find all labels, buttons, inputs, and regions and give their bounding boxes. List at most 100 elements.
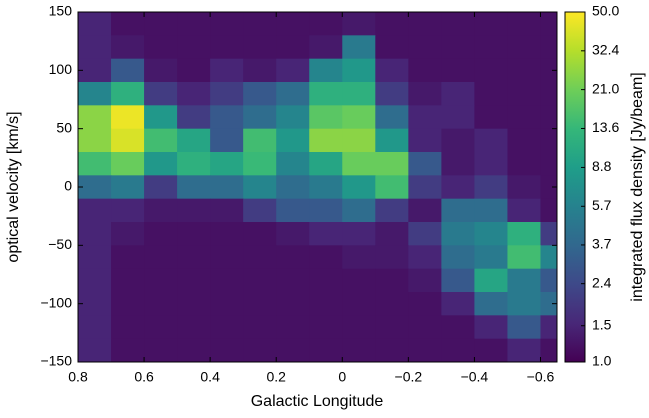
heatmap-cell <box>507 198 541 223</box>
heatmap-cell <box>144 175 178 200</box>
heatmap-cell <box>210 315 244 340</box>
heatmap-cell <box>276 105 310 130</box>
heatmap-cell <box>408 12 442 36</box>
heatmap-cell <box>441 82 475 106</box>
heatmap-cell <box>342 268 376 293</box>
y-tick-label: 100 <box>49 61 73 77</box>
heatmap-cell <box>342 245 376 270</box>
heatmap-cell <box>309 222 343 246</box>
colorbar-tick-label: 1.0 <box>592 353 612 369</box>
heatmap-cell <box>78 12 112 36</box>
heatmap-cell <box>276 222 310 246</box>
heatmap-cell <box>78 128 112 153</box>
heatmap-cell <box>408 315 442 340</box>
heatmap-cell <box>474 58 508 83</box>
heatmap-cell <box>507 58 541 83</box>
heatmap-cell <box>408 105 442 130</box>
heatmap-cell <box>441 105 475 130</box>
heatmap-cell <box>474 152 508 176</box>
heatmap-cell <box>210 268 244 293</box>
colorbar-tick-label: 8.8 <box>592 158 612 174</box>
heatmap-cell <box>144 105 178 130</box>
heatmap-cell <box>243 292 277 316</box>
heatmap-cell <box>309 292 343 316</box>
x-tick-label: 0.2 <box>266 369 286 385</box>
heatmap-cell <box>177 152 211 176</box>
heatmap-cell <box>78 35 112 60</box>
heatmap-cell <box>78 245 112 270</box>
heatmap-cell <box>309 35 343 60</box>
heatmap-cell <box>474 175 508 200</box>
colorbar-tick-label: 2.4 <box>592 274 612 290</box>
heatmap-cell <box>408 198 442 223</box>
heatmap-cell <box>144 198 178 223</box>
heatmap-cell <box>276 175 310 200</box>
heatmap-cell <box>342 222 376 246</box>
heatmap-cell <box>441 175 475 200</box>
heatmap-cell <box>441 245 475 270</box>
heatmap-cell <box>243 128 277 153</box>
heatmap-cell <box>111 35 145 60</box>
colorbar <box>564 11 586 363</box>
heatmap-cell <box>78 268 112 293</box>
heatmap-cell <box>540 198 558 223</box>
heatmap-cell <box>78 82 112 106</box>
heatmap-cell <box>441 12 475 36</box>
colorbar-tick-label: 1.5 <box>592 316 612 332</box>
heatmap-cell <box>144 128 178 153</box>
heatmap-cell <box>408 245 442 270</box>
heatmap-cell <box>111 338 145 363</box>
heatmap-cell <box>474 292 508 316</box>
x-tick-label: 0 <box>338 369 346 385</box>
heatmap-cell <box>375 35 409 60</box>
colorbar-label: integrated flux density [Jy/beam] <box>629 72 646 301</box>
x-tick-label: −0.2 <box>395 369 423 385</box>
heatmap-cell <box>342 105 376 130</box>
heatmap-cell <box>507 292 541 316</box>
heatmap-cell <box>507 245 541 270</box>
heatmap-cell <box>111 292 145 316</box>
heatmap-cell <box>111 152 145 176</box>
heatmap-cell <box>375 338 409 363</box>
heatmap-cell <box>210 175 244 200</box>
heatmap-cell <box>111 315 145 340</box>
heatmap-cell <box>408 292 442 316</box>
colorbar-tick-label: 32.4 <box>592 42 619 58</box>
heatmap-cell <box>474 35 508 60</box>
heatmap-cell <box>507 338 541 363</box>
heatmap-cell <box>210 338 244 363</box>
heatmap-cell <box>210 128 244 153</box>
heatmap-cell <box>309 245 343 270</box>
heatmap-cell <box>375 128 409 153</box>
heatmap-cell <box>243 245 277 270</box>
heatmap-cell <box>177 58 211 83</box>
heatmap-cell <box>342 35 376 60</box>
heatmap-cell <box>243 35 277 60</box>
heatmap-cell <box>309 315 343 340</box>
heatmap-cell <box>177 105 211 130</box>
heatmap-cell <box>309 175 343 200</box>
heatmap-cell <box>177 245 211 270</box>
heatmap-cell <box>276 268 310 293</box>
heatmap-cell <box>342 58 376 83</box>
heatmap-cell <box>243 338 277 363</box>
heatmap-cell <box>507 315 541 340</box>
heatmap-cell <box>210 245 244 270</box>
heatmap-cell <box>144 292 178 316</box>
heatmap-cell <box>540 35 558 60</box>
heatmap-cell <box>111 128 145 153</box>
heatmap-cell <box>78 222 112 246</box>
heatmap-cell <box>276 12 310 36</box>
heatmap-cell <box>243 175 277 200</box>
heatmap-cell <box>408 175 442 200</box>
heatmap-cell <box>441 315 475 340</box>
heatmap-cell <box>243 315 277 340</box>
heatmap-cell <box>78 175 112 200</box>
colorbar-tick-label: 50.0 <box>592 3 619 19</box>
heatmap-cell <box>441 58 475 83</box>
heatmap-cell <box>375 268 409 293</box>
heatmap-cell <box>375 198 409 223</box>
heatmap-cell <box>375 105 409 130</box>
heatmap-cell <box>309 338 343 363</box>
heatmap-cell <box>474 198 508 223</box>
